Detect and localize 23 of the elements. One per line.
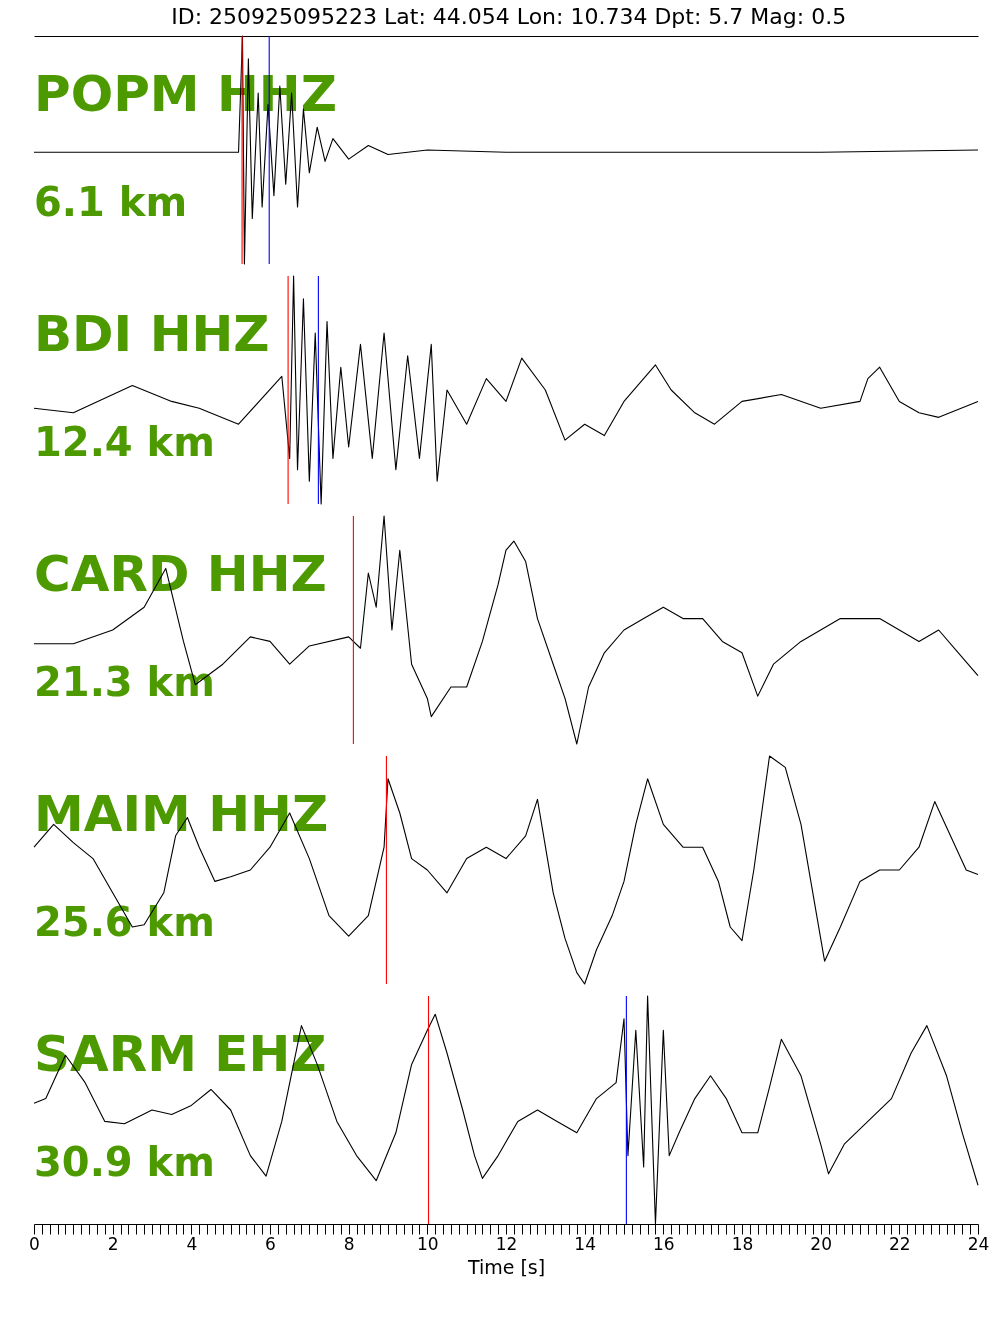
annotation: 30.9 km [34, 1139, 215, 1185]
x-tick-label: 8 [343, 1233, 355, 1254]
x-tick-label: 20 [810, 1233, 832, 1254]
x-tick-label: 2 [107, 1233, 119, 1254]
annotation: 6.1 km [34, 179, 188, 225]
x-tick-label: 4 [186, 1233, 198, 1254]
annotation: 12.4 km [34, 419, 215, 465]
x-tick-label: 16 [653, 1233, 675, 1254]
x-tick-label: 10 [417, 1233, 439, 1254]
x-axis-title: Time [s] [466, 1255, 546, 1278]
x-tick-label: 12 [495, 1233, 518, 1254]
annotation: BDI HHZ [34, 305, 270, 363]
chart-title: ID: 250925095223 Lat: 44.054 Lon: 10.734 Dpt: 5.7 Mag: 0.5 [171, 4, 847, 30]
x-tick-label: 14 [574, 1233, 596, 1254]
x-tick-label: 22 [889, 1233, 911, 1254]
annotation: 25.6 km [34, 899, 215, 945]
annotation: CARD HHZ [34, 545, 327, 603]
annotation: MAIM HHZ [34, 785, 329, 843]
x-tick-label: 0 [29, 1233, 40, 1254]
x-tick-label: 6 [265, 1233, 276, 1254]
x-tick-label: 18 [731, 1233, 754, 1254]
x-tick-label: 24 [967, 1233, 990, 1254]
annotation: 21.3 km [34, 659, 215, 705]
